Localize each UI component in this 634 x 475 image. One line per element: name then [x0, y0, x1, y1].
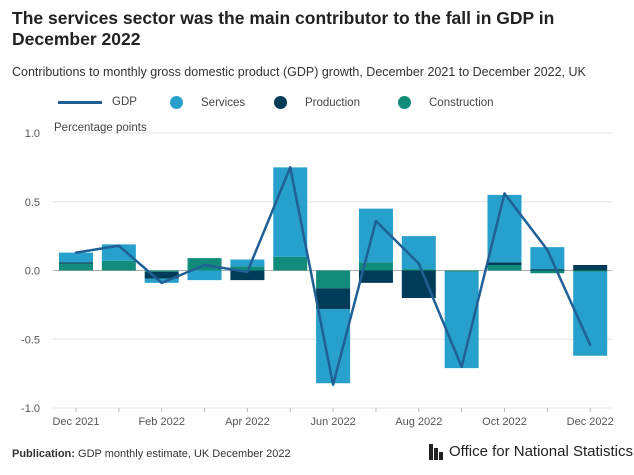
bar-production: [144, 271, 179, 279]
ons-logo-text: Office for National Statistics: [449, 443, 633, 460]
bar-construction: [573, 270, 608, 272]
bar-production: [358, 270, 393, 283]
bar-services: [187, 270, 222, 281]
chart-subtitle: Contributions to monthly gross domestic …: [12, 65, 586, 79]
gdp-point: [417, 262, 420, 265]
bar-production: [487, 262, 522, 265]
gdp-point: [503, 192, 506, 195]
y-tick-label: -0.5: [21, 334, 40, 346]
legend-label-services: Services: [201, 96, 246, 109]
legend-item-production: Production: [274, 96, 360, 109]
y-tick-label: 1.0: [25, 128, 40, 140]
y-tick-label: 0.0: [25, 266, 40, 278]
bar-construction: [401, 269, 436, 271]
gdp-point: [203, 263, 206, 267]
x-tick-label: Apr 2022: [225, 416, 270, 428]
y-axis-label: Percentage points: [54, 122, 147, 134]
legend-label-construction: Construction: [429, 96, 494, 109]
bar-construction: [444, 270, 479, 272]
chart-title: The services sector was the main contrib…: [12, 8, 555, 49]
gdp-point: [289, 166, 292, 169]
gdp-point: [331, 383, 335, 386]
bar-construction: [316, 270, 351, 289]
x-tick-label: Aug 2022: [395, 416, 442, 428]
y-tick-label: -1.0: [21, 403, 40, 415]
gdp-point: [117, 244, 121, 247]
x-tick-label: Oct 2022: [482, 416, 527, 428]
bar-services: [144, 278, 179, 283]
publication-text: GDP monthly estimate, UK December 2022: [78, 448, 291, 460]
legend-item-construction: Construction: [398, 96, 494, 109]
ons-logo[interactable]: Office for National Statistics: [429, 443, 633, 460]
gdp-point: [460, 365, 463, 368]
bar-construction: [487, 265, 522, 271]
bar-production: [316, 288, 351, 309]
bar-production: [530, 269, 565, 271]
bar-services: [230, 259, 265, 267]
x-tick-label: Dec 2022: [567, 416, 614, 428]
x-tick-label: Jun 2022: [310, 416, 355, 428]
legend-item-gdp: GDP: [58, 96, 137, 108]
bar-services: [59, 252, 93, 263]
bar-production: [230, 270, 265, 281]
bar-production: [59, 262, 93, 264]
bar-construction: [530, 270, 565, 274]
bar-production: [573, 265, 608, 271]
legend-item-services: Services: [170, 96, 245, 109]
bar-services: [530, 247, 565, 270]
bar-services: [358, 208, 393, 263]
bar-construction: [230, 266, 265, 271]
bar-services: [487, 194, 522, 263]
bar-construction: [358, 262, 393, 271]
bar-construction: [59, 263, 93, 271]
bar-construction: [273, 256, 308, 271]
gdp-point: [374, 219, 378, 223]
legend-label-gdp: GDP: [112, 96, 137, 108]
gdp-point: [160, 281, 163, 285]
x-tick-label: Feb 2022: [138, 416, 184, 428]
legend-swatch-services: [170, 96, 183, 109]
bar-services: [273, 167, 308, 257]
bar-services: [101, 244, 136, 261]
ons-logo-icon: [429, 443, 443, 460]
publication-label: Publication:: [12, 448, 75, 460]
bar-construction: [144, 270, 179, 272]
gdp-point: [589, 343, 592, 346]
legend-swatch-gdp: [58, 100, 102, 104]
bar-construction: [101, 260, 136, 271]
gdp-point: [546, 248, 549, 252]
legend-label-production: Production: [305, 96, 360, 109]
footer: Publication: GDP monthly estimate, UK De…: [12, 448, 291, 460]
y-tick-label: 0.5: [25, 197, 40, 209]
legend-swatch-production: [274, 96, 287, 109]
gdp-point: [74, 251, 78, 254]
gdp-point: [246, 270, 249, 274]
legend-swatch-construction: [398, 96, 411, 109]
x-tick-label: Dec 2021: [52, 416, 99, 428]
